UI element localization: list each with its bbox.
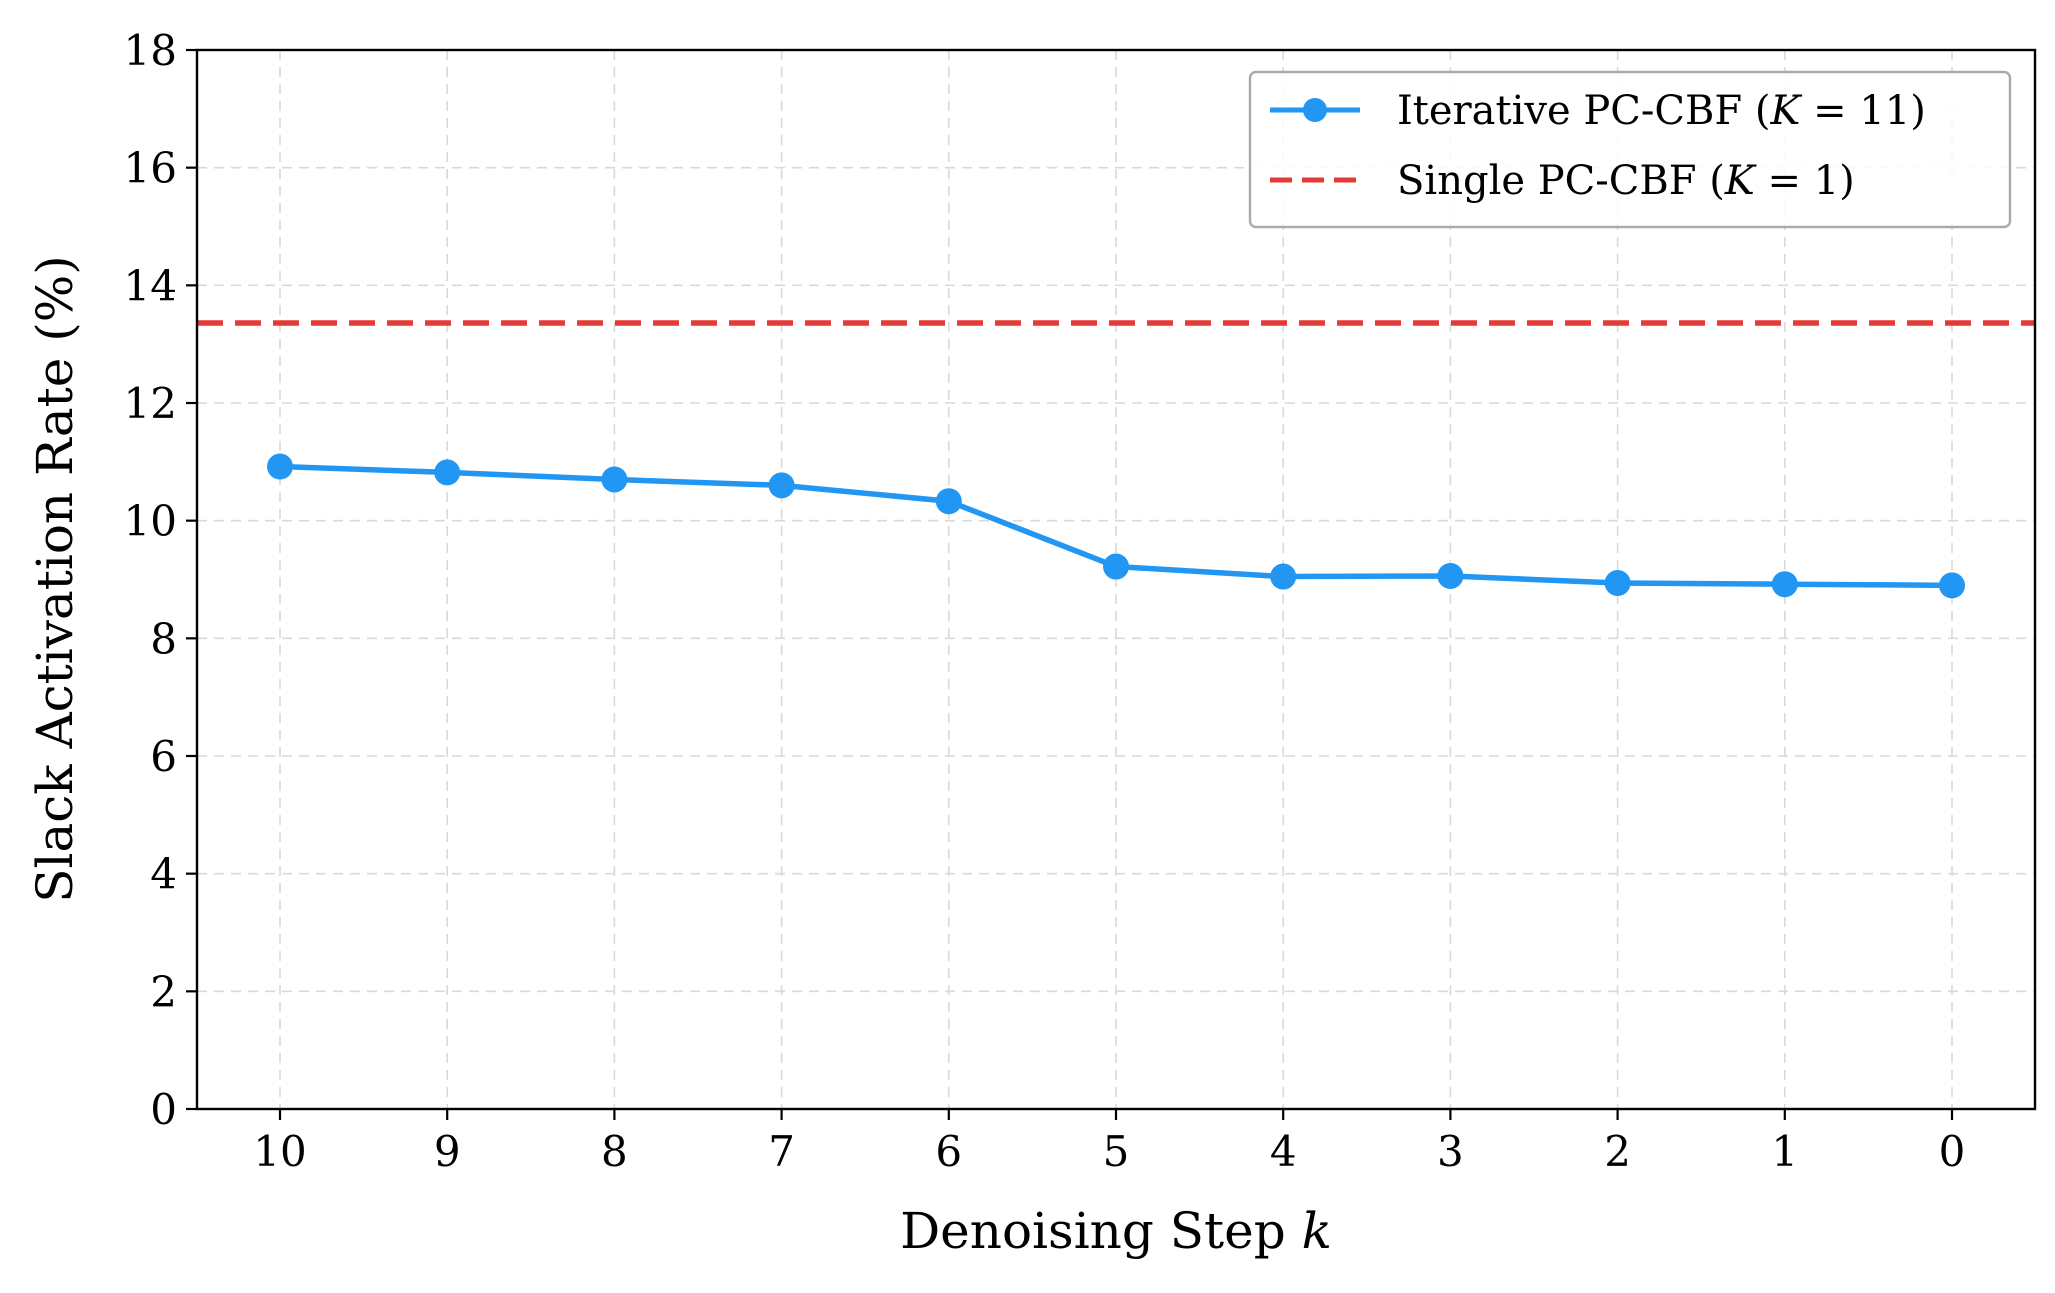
x-tick-label: 10 xyxy=(253,1127,306,1176)
series-iterative-pc-cbf-point xyxy=(935,488,962,515)
legend-box xyxy=(1248,70,2012,229)
legend-label-single-var: K xyxy=(1724,158,1757,204)
x-tick-label: 4 xyxy=(1270,1127,1297,1176)
legend-marker-iterative xyxy=(1303,98,1327,122)
y-tick-label: 6 xyxy=(150,732,177,781)
y-tick-label: 0 xyxy=(150,1085,177,1134)
series-iterative-pc-cbf-point xyxy=(267,453,293,480)
x-tick-label: 2 xyxy=(1604,1127,1631,1176)
legend-label-iterative-eq: = 11) xyxy=(1800,88,1925,134)
x-axis-ticks: 10 9 8 7 6 5 4 3 2 1 0 xyxy=(253,1109,1965,1176)
series-iterative-pc-cbf-point xyxy=(1103,553,1129,580)
legend: Iterative PC-CBF (K = 11) Single PC-CBF … xyxy=(1248,70,2012,229)
legend-label-iterative-text: Iterative PC-CBF ( xyxy=(1397,88,1770,134)
x-axis-label-text: Denoising Step xyxy=(900,1202,1302,1260)
y-axis-ticks: 0 2 4 6 8 10 12 14 16 18 xyxy=(124,26,197,1134)
series-iterative-pc-cbf-point xyxy=(601,466,628,493)
series-iterative-pc-cbf-point xyxy=(434,459,461,486)
y-tick-label: 16 xyxy=(124,144,177,193)
x-tick-label: 3 xyxy=(1437,1127,1464,1176)
x-tick-label: 1 xyxy=(1771,1127,1798,1176)
x-axis-label-variable: k xyxy=(1302,1202,1332,1260)
legend-label-iterative: Iterative PC-CBF (K = 11) xyxy=(1397,88,1926,134)
y-tick-label: 8 xyxy=(150,614,177,663)
x-tick-label: 9 xyxy=(434,1127,461,1176)
series-iterative-pc-cbf-point xyxy=(768,472,795,499)
y-tick-label: 10 xyxy=(124,497,177,546)
y-tick-label: 2 xyxy=(150,967,177,1016)
y-tick-label: 18 xyxy=(124,26,177,75)
legend-label-iterative-var: K xyxy=(1769,88,1802,134)
y-axis-label: Slack Activation Rate (%) xyxy=(26,255,84,903)
y-tick-label: 14 xyxy=(124,261,177,310)
y-tick-label: 12 xyxy=(124,379,177,428)
legend-label-single-eq: = 1) xyxy=(1755,158,1855,204)
legend-label-single: Single PC-CBF (K = 1) xyxy=(1397,158,1855,204)
series-layer xyxy=(267,453,1965,599)
x-tick-label: 0 xyxy=(1939,1127,1966,1176)
x-tick-label: 5 xyxy=(1103,1127,1130,1176)
series-iterative-pc-cbf-point xyxy=(1270,563,1297,590)
legend-label-single-text: Single PC-CBF ( xyxy=(1397,158,1725,204)
x-axis-label: Denoising Step k xyxy=(900,1202,1332,1260)
series-iterative-pc-cbf-point xyxy=(1604,570,1631,597)
x-tick-label: 8 xyxy=(601,1127,628,1176)
x-tick-label: 7 xyxy=(768,1127,795,1176)
series-iterative-pc-cbf-point xyxy=(1437,562,1464,589)
series-iterative-pc-cbf-point xyxy=(1939,572,1965,599)
y-tick-label: 4 xyxy=(150,850,177,899)
series-iterative-pc-cbf-point xyxy=(1771,571,1798,598)
x-tick-label: 6 xyxy=(935,1127,962,1176)
